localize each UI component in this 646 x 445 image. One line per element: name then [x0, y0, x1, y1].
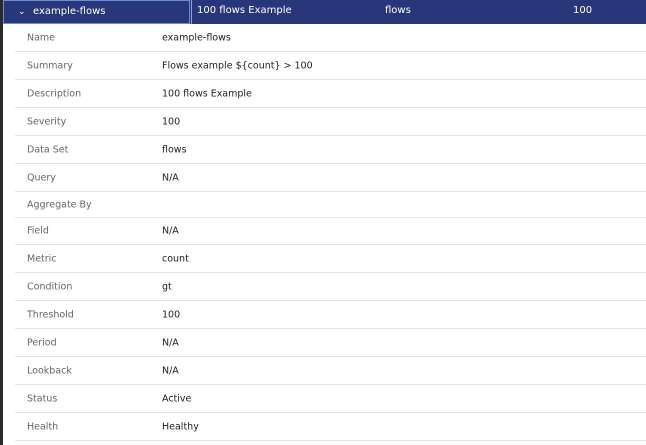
detail-label: Field	[27, 225, 49, 237]
chevron-down-icon[interactable]: ⌄	[18, 7, 26, 17]
detail-value: 100 flows Example	[162, 88, 252, 99]
alert-name: example-flows	[33, 6, 106, 17]
detail-row: Health Healthy	[15, 413, 646, 441]
detail-row: Name example-flows	[15, 24, 646, 52]
detail-label: Condition	[27, 281, 73, 292]
detail-row: Status Active	[15, 385, 646, 413]
detail-row: Metric count	[15, 245, 646, 273]
detail-label: Description	[27, 88, 82, 99]
detail-label: Status	[27, 393, 58, 404]
detail-value: Healthy	[162, 421, 199, 432]
alert-name-cell[interactable]: ⌄ example-flows	[3, 0, 190, 24]
detail-label: Severity	[27, 116, 67, 127]
detail-label: Lookback	[27, 365, 72, 376]
window-edge	[0, 0, 3, 445]
detail-row: Summary Flows example ${count} > 100	[15, 52, 646, 80]
detail-row: Data Set flows	[15, 136, 646, 164]
detail-row: Query N/A	[15, 164, 646, 192]
column-divider	[191, 0, 192, 24]
detail-label: Summary	[27, 60, 73, 71]
detail-row: Condition gt	[15, 273, 646, 301]
alert-dataset: flows	[385, 5, 411, 16]
alert-description: 100 flows Example	[197, 5, 292, 16]
detail-label: Metric	[27, 253, 57, 264]
detail-label: Aggregate By	[27, 199, 92, 210]
detail-label: Health	[27, 421, 59, 432]
detail-value: 100	[162, 116, 181, 127]
detail-label: Data Set	[27, 144, 69, 155]
detail-label: Query	[27, 172, 56, 183]
detail-value: gt	[162, 281, 172, 292]
detail-value: count	[162, 253, 189, 264]
detail-row: Threshold 100	[15, 301, 646, 329]
detail-row: Severity 100	[15, 108, 646, 136]
detail-value: N/A	[162, 337, 179, 348]
detail-value: N/A	[162, 225, 179, 237]
detail-value: 100	[162, 309, 181, 320]
detail-label: Period	[27, 337, 57, 348]
detail-value: example-flows	[162, 32, 231, 43]
alert-details: Name example-flows Summary Flows example ${…	[15, 24, 646, 441]
detail-row: Description 100 flows Example	[15, 80, 646, 108]
detail-value: N/A	[162, 365, 179, 376]
detail-value: Active	[162, 393, 192, 404]
detail-label: Name	[27, 32, 56, 43]
alert-severity: 100	[573, 5, 593, 16]
alert-row-header[interactable]: ⌄ example-flows 100 flows Example flows …	[3, 0, 646, 24]
detail-value: flows	[162, 144, 187, 155]
detail-row: Period N/A	[15, 329, 646, 357]
detail-row: Field N/A	[15, 218, 646, 245]
detail-row: Aggregate By	[15, 192, 646, 218]
detail-value: N/A	[162, 172, 179, 183]
detail-row: Lookback N/A	[15, 357, 646, 385]
detail-value: Flows example ${count} > 100	[162, 60, 313, 71]
detail-label: Threshold	[27, 309, 74, 320]
